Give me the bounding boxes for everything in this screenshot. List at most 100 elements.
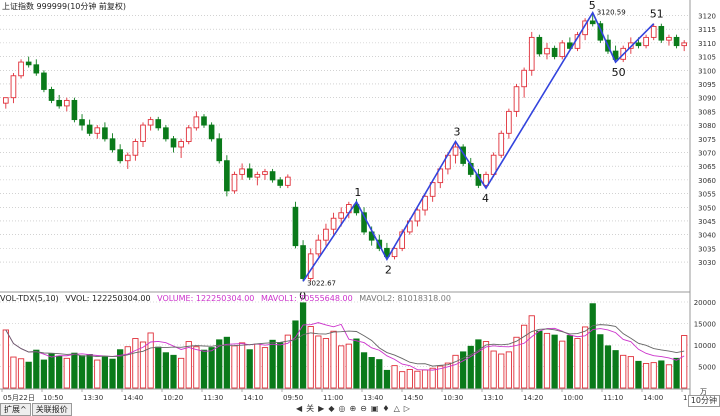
tab-related-quotes[interactable]: 关联报价 — [31, 403, 72, 416]
candle — [673, 34, 680, 49]
candle — [544, 42, 550, 60]
candle-body — [285, 176, 291, 186]
volume-bar — [399, 371, 406, 389]
candle — [163, 125, 169, 142]
candle — [56, 94, 62, 109]
candle-body — [18, 61, 24, 77]
price-tick-label: 3060 — [698, 177, 716, 185]
period-selector[interactable]: 10分钟 — [687, 395, 720, 407]
toolbar-gem-icon[interactable]: ♦ — [382, 404, 390, 413]
candle-body — [25, 61, 32, 66]
candle — [86, 119, 93, 137]
volume-bar — [25, 361, 32, 389]
candle — [277, 177, 284, 189]
volume-tick-label: 20000 — [694, 299, 716, 307]
candle-body — [102, 127, 108, 140]
time-tick-label: 14:20 — [523, 394, 543, 402]
time-tick-label: 13:30 — [83, 394, 103, 402]
volume-bar — [604, 345, 612, 389]
candle — [483, 171, 489, 189]
candle-body — [315, 239, 322, 255]
wave-annotation: 51 — [650, 8, 664, 21]
toolbar-box-icon[interactable]: ▣ — [370, 404, 379, 413]
candle-body — [666, 36, 672, 41]
time-tick-label: 10:00 — [563, 394, 583, 402]
volume-bar — [117, 349, 124, 389]
candle-body — [353, 204, 360, 214]
volume-bar — [482, 341, 490, 389]
candle-body — [246, 168, 253, 178]
toolbar-triangle-icon[interactable]: △ — [393, 404, 400, 413]
candle-body — [10, 75, 17, 99]
volume-bar — [543, 332, 551, 389]
wave-annotation: 3120.59 — [597, 9, 626, 17]
volume-bar — [101, 356, 109, 389]
candle — [246, 163, 253, 180]
wave-annotation: 0 — [299, 289, 306, 302]
candle — [506, 108, 512, 139]
candle-body — [2, 97, 9, 104]
candle — [300, 240, 306, 282]
time-tick-label: 09:50 — [283, 394, 303, 402]
toolbar-next-icon[interactable]: ▶ — [318, 404, 325, 413]
candle-body — [429, 182, 436, 197]
volume-bar — [48, 353, 55, 389]
toolbar-play-icon[interactable]: ▷ — [403, 404, 410, 413]
volume-bar — [330, 330, 337, 389]
candle — [18, 59, 24, 79]
volume-bar — [452, 354, 459, 389]
candle — [391, 245, 398, 260]
candle-body — [498, 132, 505, 156]
time-tick-label: 11:30 — [203, 394, 223, 402]
candle — [429, 179, 436, 202]
candle-body — [460, 146, 466, 164]
price-tick-label: 3030 — [698, 259, 716, 267]
candle-body — [269, 171, 276, 181]
candle — [48, 86, 55, 104]
time-tick-label: 14:10 — [243, 394, 263, 402]
price-tick-label: 3065 — [698, 163, 716, 171]
candle — [498, 130, 505, 158]
wave-annotation: 4 — [482, 192, 489, 205]
price-tick-label: 3115 — [698, 26, 716, 34]
toolbar-close-icon[interactable]: 关 — [306, 404, 315, 413]
candle — [170, 136, 177, 153]
candle-body — [71, 99, 78, 121]
chart-toolbar: ◀ 关 ▶ ◆ ◎ ⊕ ⊖ ▣ ♦ △ ▷ — [296, 403, 410, 416]
candle-body — [185, 127, 192, 142]
volume-bar — [208, 347, 215, 389]
mavol2-line — [5, 324, 685, 367]
candle — [102, 122, 108, 142]
candle — [589, 12, 596, 27]
volume-bar — [94, 359, 101, 389]
candle — [528, 31, 535, 76]
volume-tick-label: 10000 — [694, 342, 716, 350]
candle — [33, 59, 40, 76]
candle — [452, 141, 459, 164]
volume-bar — [620, 354, 627, 389]
candle — [650, 23, 657, 41]
candle — [460, 144, 466, 167]
volume-bar — [147, 332, 154, 389]
volume-bar — [139, 341, 147, 389]
toolbar-diamond-icon[interactable]: ◆ — [328, 404, 335, 413]
candle-body — [483, 173, 489, 186]
volume-bar — [528, 315, 535, 389]
tab-expand[interactable]: 扩展^ — [0, 403, 31, 416]
candle — [521, 67, 527, 98]
toolbar-zoom-out-icon[interactable]: ⊖ — [360, 404, 367, 413]
candle — [559, 40, 566, 60]
candle-body — [643, 36, 649, 47]
candle — [2, 97, 9, 109]
candle — [323, 223, 329, 246]
toolbar-prev-icon[interactable]: ◀ — [296, 404, 303, 413]
volume-indicator-header: VOL-TDX(5,10) VVOL: 122250304.00 VOLUME:… — [0, 294, 455, 304]
toolbar-target-icon[interactable]: ◎ — [338, 404, 346, 413]
volume-bar — [277, 342, 284, 389]
toolbar-zoom-in-icon[interactable]: ⊕ — [349, 404, 357, 413]
volume-bar — [581, 326, 589, 389]
time-tick-label: 13:10 — [483, 394, 503, 402]
volume-bar — [315, 335, 322, 389]
volume-bar — [284, 334, 291, 389]
volume-bar — [322, 338, 330, 389]
